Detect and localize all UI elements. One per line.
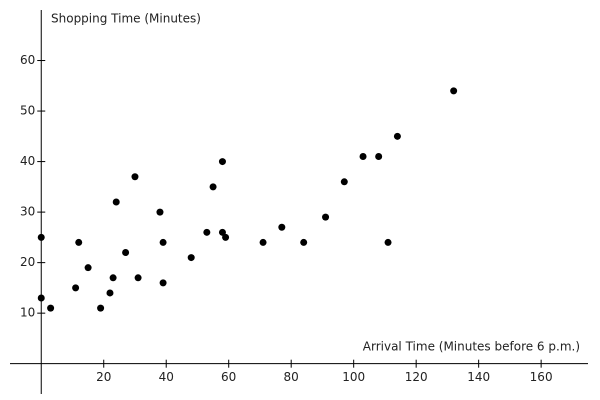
point (156, 208, 164, 216)
point (375, 153, 383, 161)
point (37, 294, 45, 302)
point (112, 198, 120, 206)
point (340, 178, 348, 186)
point (97, 304, 105, 312)
x-axis-label: Arrival Time (Minutes before 6 p.m.) (363, 340, 580, 354)
y-axis-label: Shopping Time (Minutes) (51, 12, 201, 26)
point (259, 238, 267, 246)
x-tick-label: 140 (467, 370, 490, 384)
y-tick-label: 50 (20, 104, 35, 118)
y-tick-label: 30 (20, 205, 35, 219)
point (75, 238, 83, 246)
point (450, 87, 458, 95)
point (218, 228, 226, 236)
point (131, 173, 139, 181)
point (187, 254, 195, 262)
point (322, 213, 330, 221)
point (47, 304, 55, 312)
point (203, 228, 211, 236)
point (106, 289, 114, 297)
point (159, 279, 167, 287)
point (134, 274, 142, 282)
point (218, 158, 226, 166)
point (209, 183, 217, 191)
y-tick-label: 20 (20, 255, 35, 269)
y-tick-label: 10 (20, 306, 35, 320)
x-tick-label: 40 (159, 370, 174, 384)
point (84, 264, 92, 272)
point (384, 238, 392, 246)
point (300, 238, 308, 246)
x-tick-label: 20 (96, 370, 111, 384)
point (159, 238, 167, 246)
point (393, 132, 401, 140)
point (359, 153, 367, 161)
point (37, 233, 45, 241)
point (122, 249, 130, 257)
y-tick-label: 60 (20, 53, 35, 67)
x-tick-label: 60 (221, 370, 236, 384)
point (278, 223, 286, 231)
x-tick-label: 120 (405, 370, 428, 384)
y-tick-label: 40 (20, 154, 35, 168)
point (72, 284, 80, 292)
x-tick-label: 100 (342, 370, 365, 384)
x-tick-label: 80 (284, 370, 299, 384)
x-tick-label: 160 (530, 370, 553, 384)
point (109, 274, 117, 282)
point (222, 233, 230, 241)
